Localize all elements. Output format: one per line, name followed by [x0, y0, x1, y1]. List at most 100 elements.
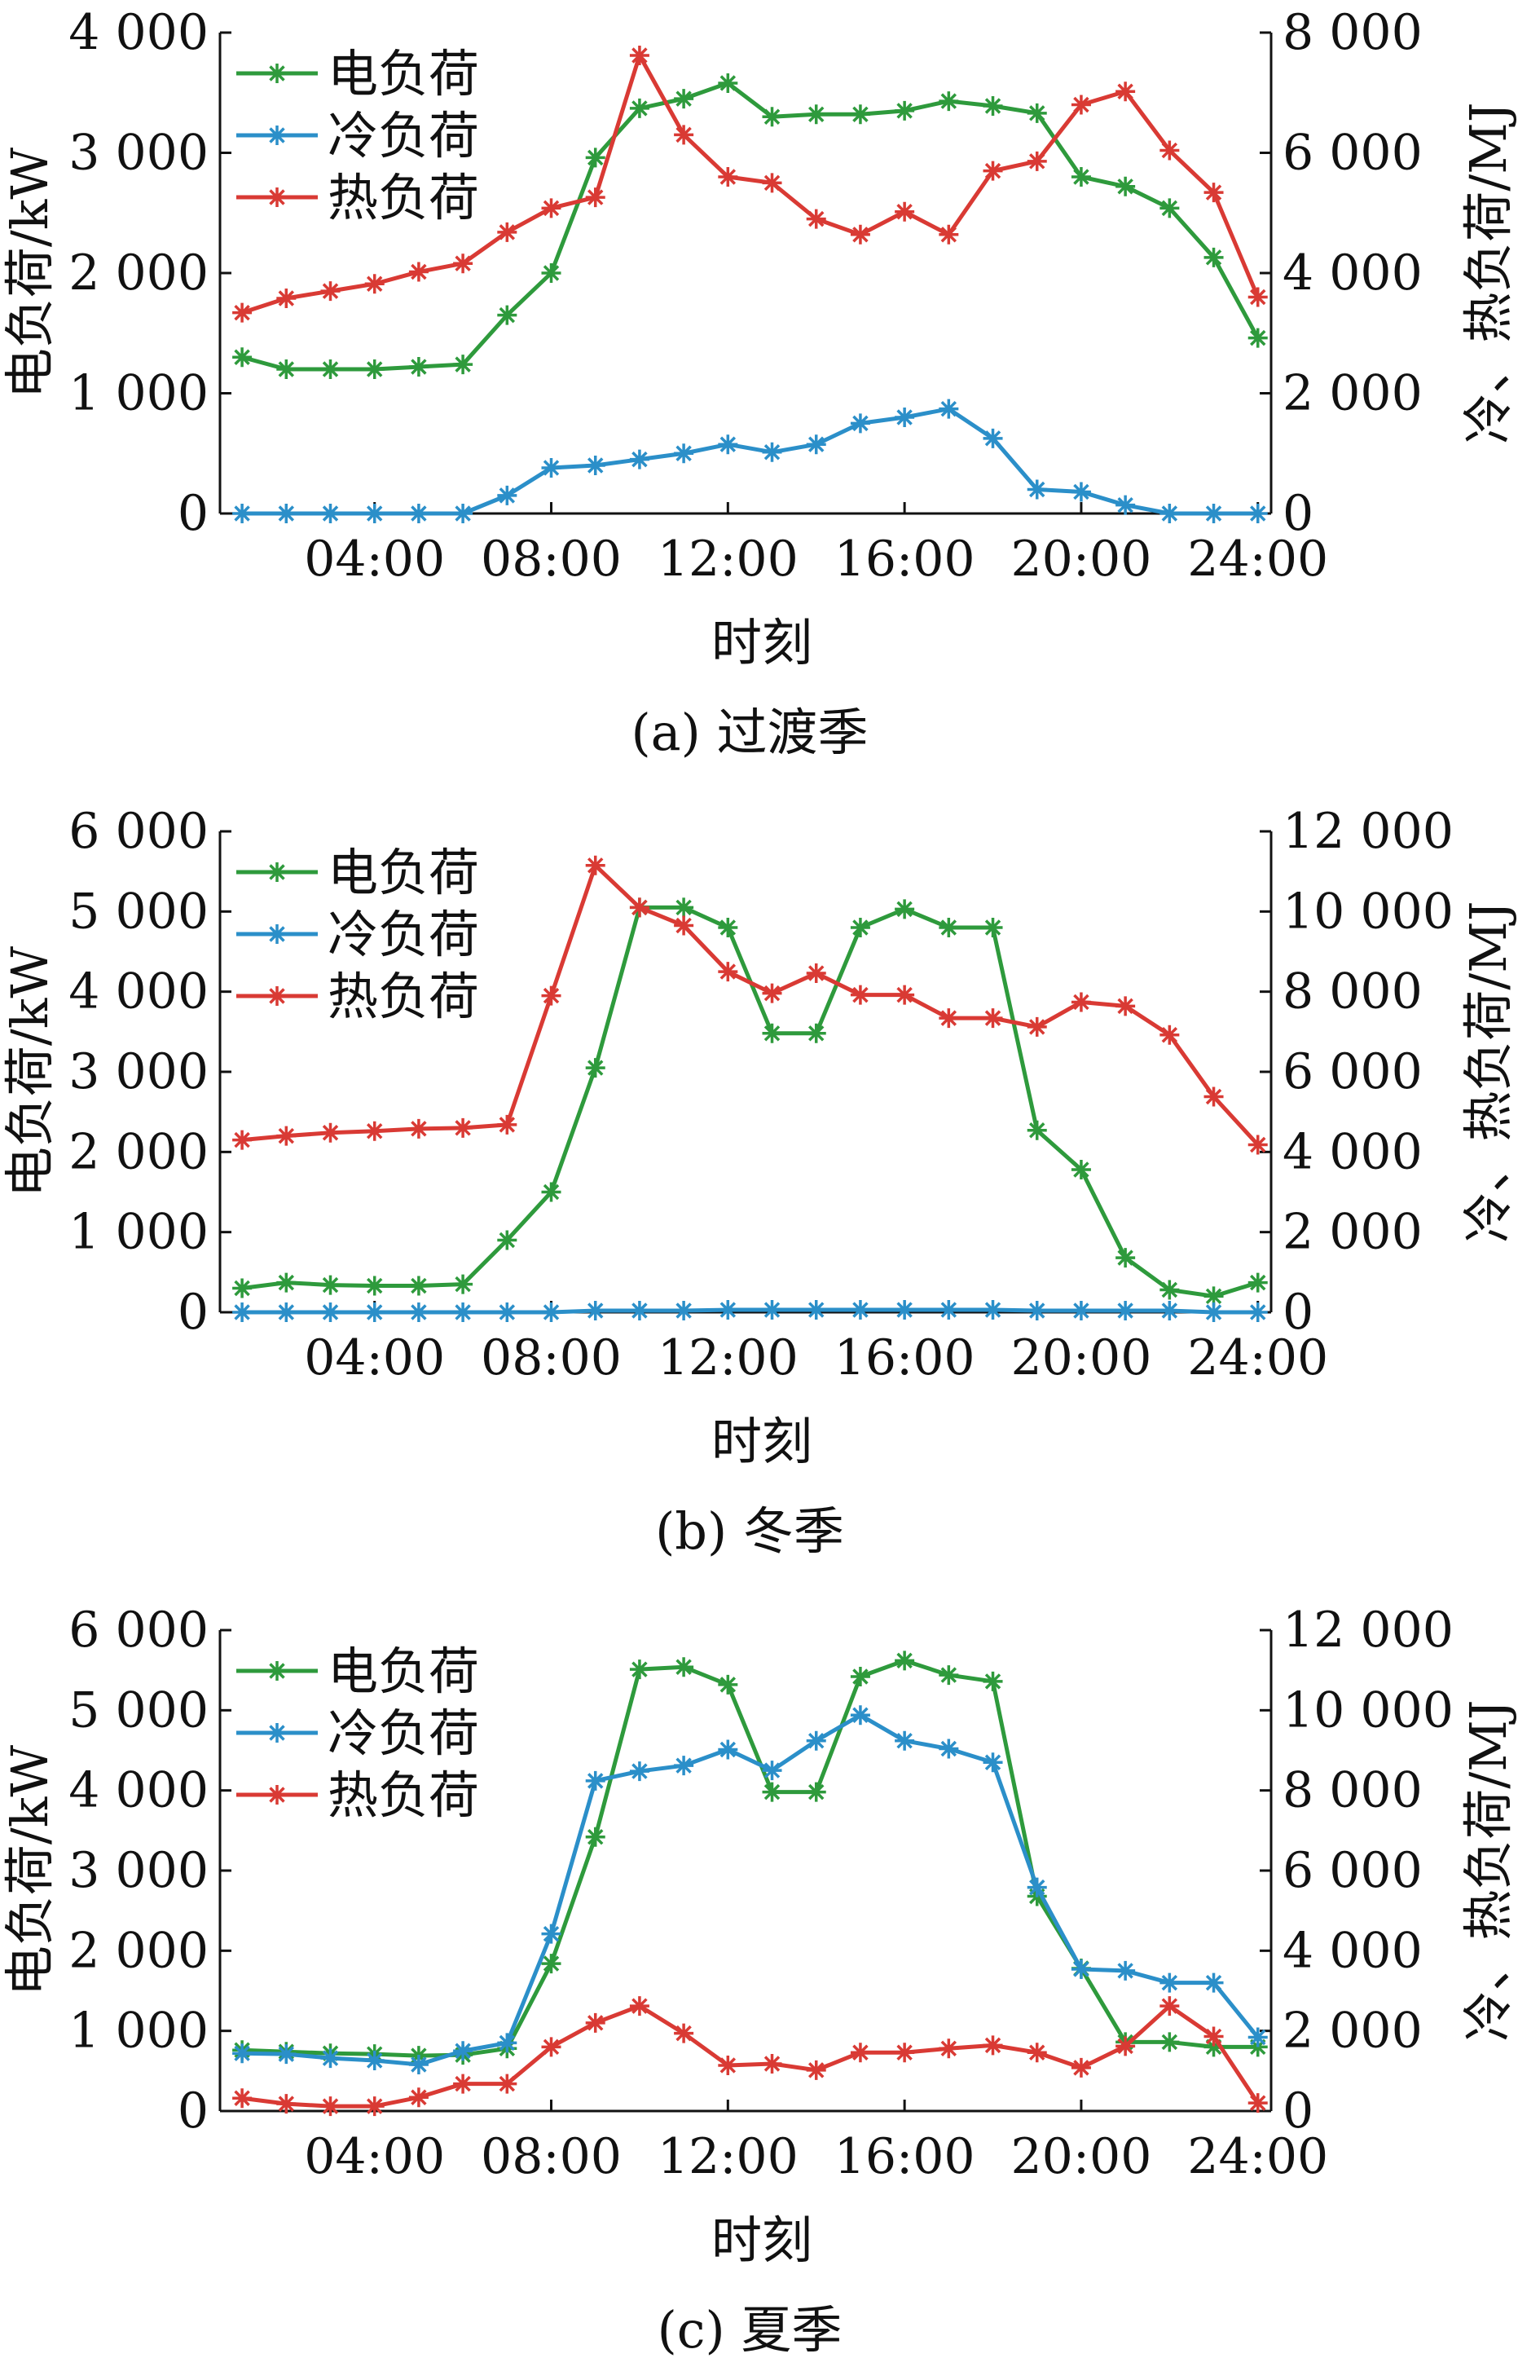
data-point-marker	[276, 1272, 297, 1293]
legend-label-1: 电负荷	[328, 843, 479, 902]
data-point-marker	[850, 985, 870, 1005]
data-point-marker	[762, 1023, 782, 1043]
y-tick-label-right: 2 000	[1283, 2003, 1423, 2060]
y-axis-title-left: 电负荷/kW	[0, 148, 59, 399]
data-point-marker	[939, 399, 959, 419]
data-point-marker	[718, 1674, 738, 1695]
data-point-marker	[276, 1126, 297, 1146]
chart-svg-b: 0 1 000 2 000 3 000 4 000 5 000 6 000 0 2 000 4 0…	[0, 803, 1518, 1561]
x-tick-label: 20:00	[1010, 1329, 1151, 1386]
y-tick-label-right: 2 000	[1283, 1204, 1423, 1261]
data-point-marker	[1115, 1960, 1136, 1981]
chart-svg-a: 0 1 000 2 000 3 000 4 000 0 2 000 4 000 6 000 8 0…	[0, 4, 1518, 762]
data-point-marker	[939, 1300, 959, 1320]
chart-caption: (b) 冬季	[655, 1501, 844, 1561]
data-point-marker	[806, 963, 826, 984]
y-tick-label-right: 8 000	[1283, 4, 1423, 61]
data-point-marker	[895, 408, 915, 427]
data-point-marker	[674, 1756, 694, 1776]
data-point-marker	[674, 443, 694, 464]
x-tick-label: 12:00	[658, 2128, 799, 2185]
chart-caption: (c) 夏季	[658, 2300, 843, 2360]
series-line-2	[242, 407, 1258, 516]
data-point-marker	[541, 263, 561, 283]
data-point-marker	[629, 1659, 649, 1680]
data-point-marker	[585, 148, 605, 168]
data-point-marker	[232, 2088, 253, 2109]
data-point-marker	[1071, 1301, 1091, 1321]
y-tick-label-left: 1 000	[68, 365, 209, 422]
data-point-marker	[1027, 1016, 1047, 1037]
data-point-marker	[895, 1300, 915, 1320]
data-point-marker	[453, 2074, 473, 2094]
chart-panel-b: 0 1 000 2 000 3 000 4 000 5 000 6 000 0 2 000 4 0…	[0, 799, 1540, 1581]
data-point-marker	[320, 1122, 341, 1143]
data-point-marker	[939, 1008, 959, 1029]
y-tick-label-left: 6 000	[68, 803, 209, 860]
data-point-marker	[674, 2023, 694, 2043]
data-point-marker	[850, 2043, 870, 2063]
y-tick-label-right: 10 000	[1283, 883, 1454, 940]
data-point-marker	[276, 359, 297, 379]
data-point-marker	[1203, 2037, 1224, 2057]
data-point-marker	[1027, 1120, 1047, 1140]
data-point-marker	[983, 1008, 1003, 1029]
x-tick-label: 16:00	[834, 1329, 975, 1386]
data-point-marker	[1159, 504, 1180, 523]
y-axis-title-left: 电负荷/kW	[0, 946, 59, 1197]
data-point-marker	[1159, 2032, 1180, 2052]
y-tick-label-left: 4 000	[68, 963, 209, 1020]
data-point-marker	[674, 1301, 694, 1321]
data-point-marker	[718, 962, 738, 982]
data-point-marker	[1203, 1972, 1224, 1993]
data-point-marker	[1071, 1159, 1091, 1179]
series-line-3	[241, 53, 1261, 315]
y-tick-label-right: 2 000	[1283, 365, 1423, 422]
data-point-marker	[1071, 1959, 1091, 1979]
x-tick-label: 20:00	[1010, 531, 1151, 588]
legend-label-3: 热负荷	[328, 1765, 479, 1825]
data-point-marker	[1071, 2057, 1091, 2078]
y-tick-label-left: 6 000	[68, 1602, 209, 1659]
data-point-marker	[1159, 198, 1180, 218]
data-point-marker	[276, 2044, 297, 2065]
data-point-marker	[718, 2055, 738, 2075]
data-point-marker	[408, 1118, 429, 1139]
y-tick-label-right: 6 000	[1283, 125, 1423, 182]
y-tick-label-right: 8 000	[1283, 963, 1423, 1020]
data-point-marker	[762, 983, 782, 1003]
data-point-marker	[1203, 1086, 1224, 1107]
y-axis-title-left: 电负荷/kW	[0, 1745, 59, 1996]
legend-marker-1	[267, 64, 287, 83]
y-tick-label-right: 0	[1283, 485, 1313, 542]
data-point-marker	[850, 1300, 870, 1320]
data-point-marker	[629, 98, 649, 118]
series-line-3	[241, 2003, 1260, 2109]
data-point-marker	[762, 1782, 782, 1802]
data-point-marker	[983, 1671, 1003, 1691]
x-tick-label: 12:00	[658, 531, 799, 588]
data-point-marker	[541, 198, 561, 218]
data-point-marker	[1115, 1248, 1136, 1268]
data-point-marker	[850, 413, 870, 434]
data-point-marker	[1115, 495, 1136, 515]
data-point-marker	[1071, 482, 1091, 502]
data-point-marker	[364, 1302, 385, 1322]
series-line-1	[241, 905, 1259, 1298]
data-point-marker	[1247, 1135, 1268, 1155]
data-point-marker	[585, 855, 605, 875]
data-point-marker	[364, 2096, 385, 2117]
y-axis-title-right: 冷、热负荷/MJ	[1459, 102, 1518, 443]
data-point-marker	[364, 274, 385, 294]
data-point-marker	[1027, 103, 1047, 123]
y-tick-label-right: 12 000	[1283, 1602, 1454, 1659]
data-point-marker	[541, 457, 561, 478]
data-point-marker	[762, 2053, 782, 2074]
data-point-marker	[276, 288, 297, 308]
y-tick-label-right: 8 000	[1283, 1762, 1423, 1819]
y-tick-label-right: 4 000	[1283, 245, 1423, 302]
x-tick-label: 08:00	[481, 2128, 622, 2185]
y-tick-label-right: 4 000	[1283, 1123, 1423, 1180]
x-tick-label: 24:00	[1187, 531, 1328, 588]
x-tick-label: 20:00	[1010, 2128, 1151, 2185]
